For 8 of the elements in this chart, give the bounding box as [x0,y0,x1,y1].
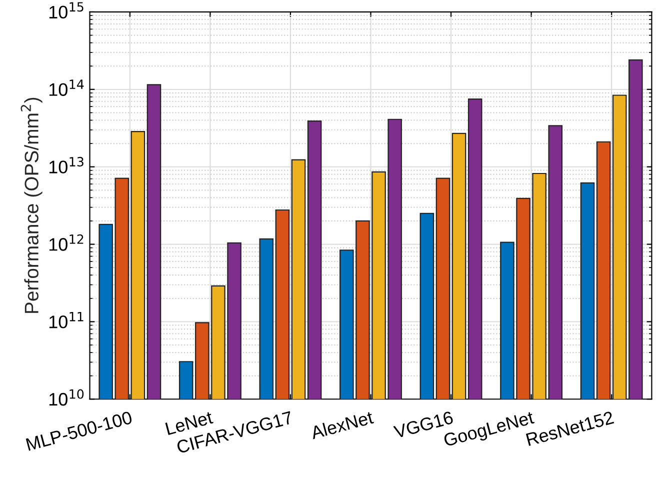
y-axis-title: Performance (OPS/mm$^{2}$) [20,98,42,313]
y-tick-label: 10$^{12}$ [49,234,84,251]
y-tick-label: 10$^{10}$ [49,389,84,406]
y-tick-label: 10$^{15}$ [49,2,84,19]
y-tick-label: 10$^{14}$ [49,80,84,96]
y-tick-label: 10$^{11}$ [49,312,84,328]
y-tick-label: 10$^{13}$ [49,156,84,174]
x-tick-label: AlexNet [310,410,374,440]
